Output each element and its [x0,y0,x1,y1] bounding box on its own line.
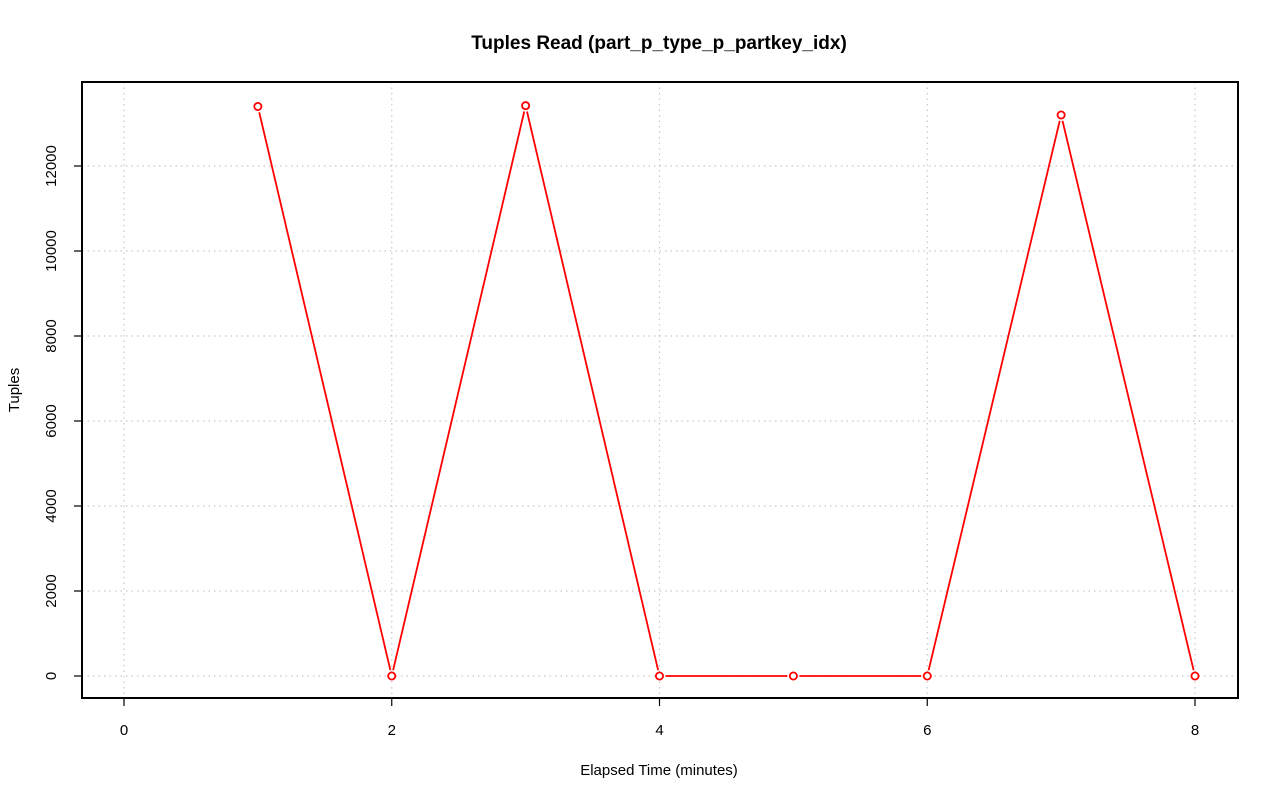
series-line-segment [392,111,526,671]
x-tick-label: 0 [120,722,128,739]
x-tick-label: 6 [923,722,931,739]
x-tick-label: 4 [655,722,663,739]
data-point-marker [1056,110,1066,120]
series-line-segment [526,111,660,671]
grid-lines [82,82,1238,698]
data-point-marker [1190,671,1200,681]
series-line-segment [1061,120,1195,671]
y-axis-label: Tuples [6,368,23,412]
data-point-marker [788,671,798,681]
data-point-marker [387,671,397,681]
x-axis: 0 2 4 6 8 [120,698,1199,739]
series-line-segment [258,112,392,671]
y-tick-label: 0 [43,672,60,680]
data-point-marker [655,671,665,681]
data-series [253,101,1200,681]
y-tick-label: 6000 [43,404,60,437]
y-tick-label: 10000 [43,230,60,272]
y-tick-label: 2000 [43,574,60,607]
y-axis: 0 2000 4000 6000 8000 10000 12000 [43,145,82,680]
x-tick-label: 8 [1191,722,1199,739]
y-tick-label: 12000 [43,145,60,187]
chart-title: Tuples Read (part_p_type_p_partkey_idx) [471,33,847,54]
series-line-segment [927,120,1061,671]
data-point-marker [922,671,932,681]
data-point-marker [253,102,263,112]
y-tick-label: 8000 [43,319,60,352]
y-tick-label: 4000 [43,489,60,522]
data-point-marker [521,101,531,111]
x-tick-label: 2 [388,722,396,739]
x-axis-label: Elapsed Time (minutes) [580,762,738,779]
